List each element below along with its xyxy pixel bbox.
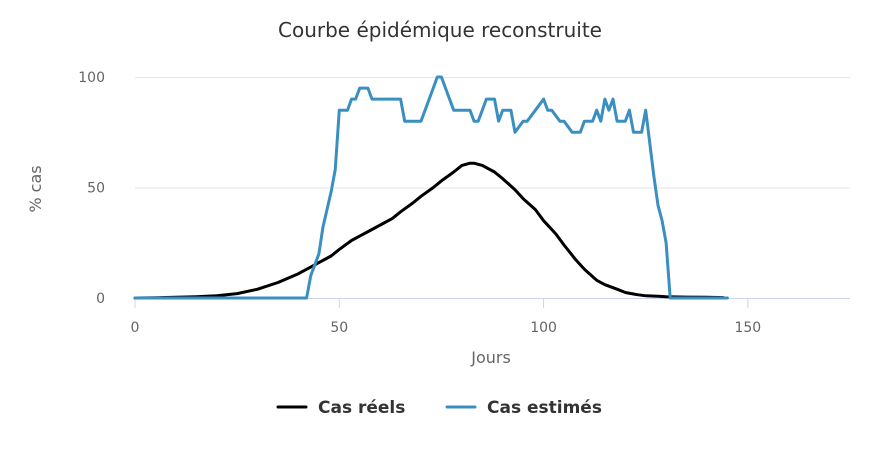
series-line-1 <box>133 75 729 300</box>
x-tick-0: 0 <box>131 320 140 336</box>
grid-lines <box>135 77 850 189</box>
y-tick-100: 100 <box>78 70 105 86</box>
y-axis-label: % cas <box>26 165 45 212</box>
series-line-0 <box>133 161 725 300</box>
x-tick-100: 100 <box>530 320 557 336</box>
series-lines <box>133 75 729 300</box>
legend-item-1[interactable]: Cas estimés <box>445 398 602 418</box>
y-tick-0: 0 <box>96 291 105 307</box>
y-tick-labels: 0 50 100 <box>78 70 105 307</box>
x-tick-150: 150 <box>734 320 761 336</box>
x-tick-labels: 0 50 100 150 <box>131 298 761 336</box>
legend-item-0[interactable]: Cas réels <box>276 398 405 418</box>
legend: Cas réels Cas estimés <box>276 398 602 418</box>
x-axis-label: Jours <box>470 348 511 367</box>
chart-title: Courbe épidémique reconstruite <box>278 18 602 42</box>
y-tick-50: 50 <box>87 181 105 197</box>
x-tick-50: 50 <box>330 320 348 336</box>
legend-label-1: Cas estimés <box>487 398 602 418</box>
legend-label-0: Cas réels <box>318 398 405 418</box>
